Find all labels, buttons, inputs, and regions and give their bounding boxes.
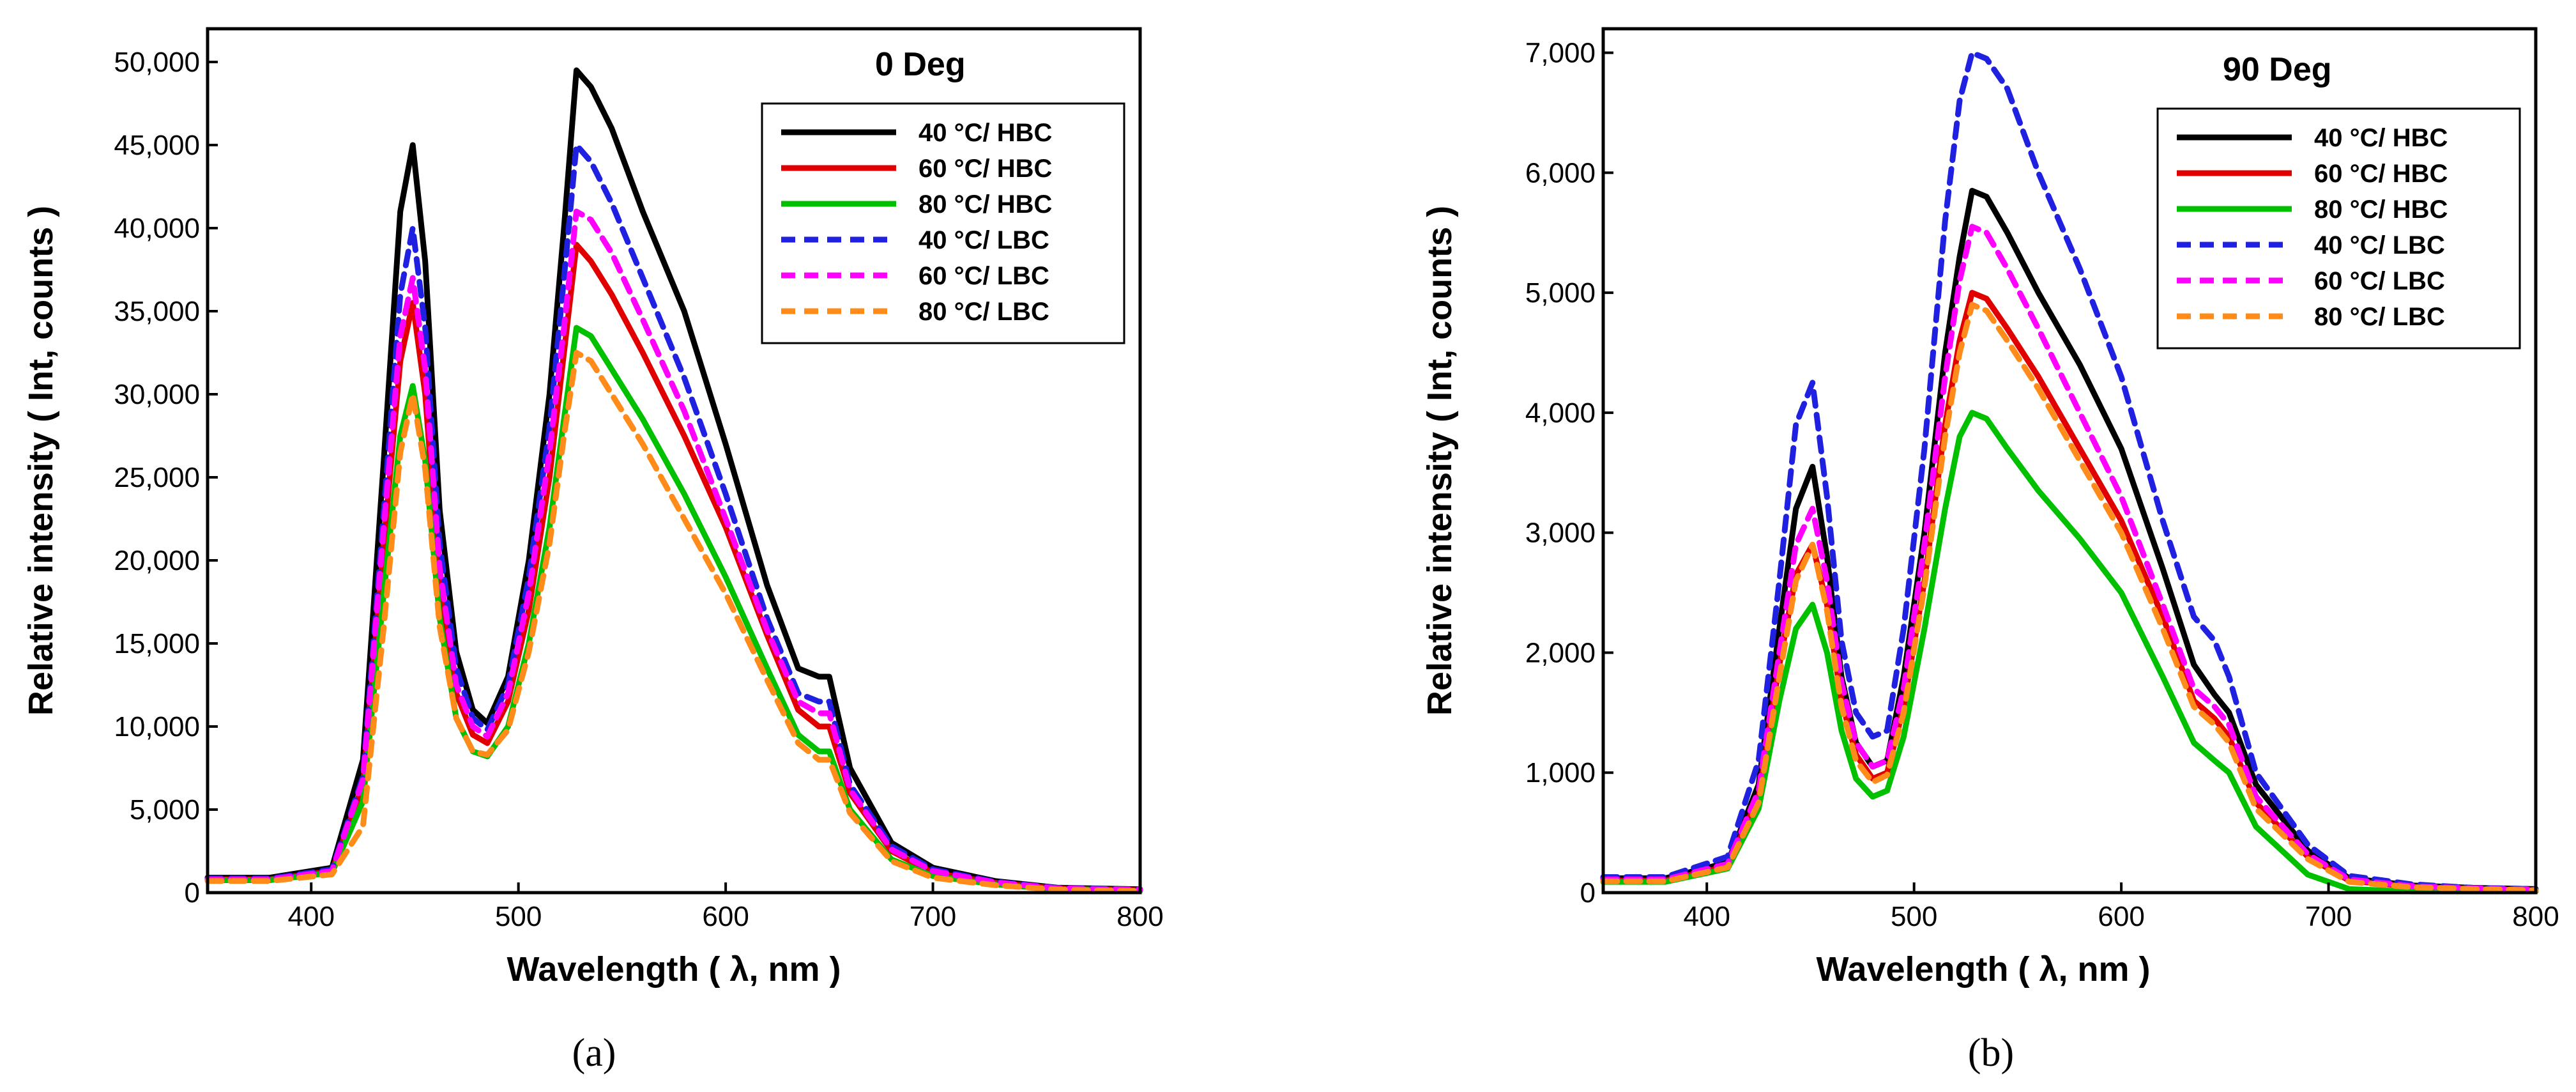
series-line-5 — [1600, 302, 2539, 893]
y-tick-label: 25,000 — [114, 462, 200, 493]
x-tick-label: 800 — [2512, 901, 2559, 932]
plot-frame — [1601, 27, 2538, 895]
y-ticks: 0 5,000 10,000 15,000 20,000 25,000 30,000 35,0… — [114, 47, 218, 909]
y-tick-label: 3,000 — [1525, 518, 1596, 549]
legend-label-1: 60 °C/ HBC — [2314, 160, 2448, 188]
y-tick-label: 50,000 — [114, 47, 200, 78]
panel-label: (a) — [572, 1031, 616, 1075]
x-axis-label: Wavelength ( λ, nm ) — [507, 950, 841, 988]
x-tick-label: 600 — [2098, 901, 2144, 932]
x-tick-label: 800 — [1117, 901, 1163, 932]
y-tick-label: 6,000 — [1525, 157, 1596, 188]
y-tick-label: 45,000 — [114, 130, 200, 161]
y-axis-label: Relative intensity ( Int, counts ) — [22, 206, 60, 716]
plot-series-layer — [1600, 50, 2539, 895]
y-tick-label: 0 — [1580, 877, 1596, 909]
legend-label-4: 60 °C/ LBC — [918, 262, 1049, 290]
y-tick-label: 5,000 — [130, 794, 200, 826]
legend: 40 °C/ HBC 60 °C/ HBC 80 °C/ HBC 40 °C/ LBC… — [2156, 107, 2521, 350]
y-tick-label: 35,000 — [114, 296, 200, 327]
legend-label-2: 80 °C/ HBC — [2314, 196, 2448, 224]
series-line-3 — [1600, 50, 2539, 892]
x-tick-label: 500 — [1891, 901, 1937, 932]
y-tick-label: 1,000 — [1525, 757, 1596, 788]
legend-label-1: 60 °C/ HBC — [918, 155, 1052, 183]
series-line-2 — [1600, 410, 2539, 895]
y-tick-label: 2,000 — [1525, 637, 1596, 668]
y-tick-label: 5,000 — [1525, 277, 1596, 309]
y-tick-label: 10,000 — [114, 711, 200, 742]
x-tick-label: 400 — [288, 901, 335, 932]
legend-label-3: 40 °C/ LBC — [2314, 231, 2445, 259]
x-axis-label: Wavelength ( λ, nm ) — [1816, 950, 2150, 988]
legend-label-0: 40 °C/ HBC — [2314, 124, 2448, 152]
x-tick-label: 700 — [2305, 901, 2352, 932]
y-tick-label: 15,000 — [114, 628, 200, 659]
legend-box — [761, 102, 1125, 344]
y-tick-label: 30,000 — [114, 379, 200, 410]
y-ticks: 0 1,000 2,000 3,000 4,000 5,000 6,000 7,000 — [1525, 38, 1613, 909]
legend-label-5: 80 °C/ LBC — [2314, 303, 2445, 331]
chart-title: 90 Deg — [2223, 51, 2332, 88]
legend-box — [2156, 107, 2521, 350]
series-line-4 — [204, 208, 1143, 893]
legend-label-2: 80 °C/ HBC — [918, 190, 1052, 219]
plot-frame — [206, 27, 1142, 895]
x-ticks: 400 500 600 700 800 — [288, 882, 1164, 932]
x-ticks: 400 500 600 700 800 — [1684, 882, 2559, 932]
y-tick-label: 0 — [185, 877, 200, 909]
legend-label-5: 80 °C/ LBC — [918, 298, 1049, 326]
legend-label-4: 60 °C/ LBC — [2314, 267, 2445, 295]
legend-label-0: 40 °C/ HBC — [918, 119, 1052, 147]
chart-0-deg: 400 500 600 700 800 0 5,000 10,000 15,000 20,000… — [22, 27, 1164, 1075]
series-line-4 — [1600, 224, 2539, 893]
x-tick-label: 600 — [702, 901, 749, 932]
x-tick-label: 700 — [910, 901, 956, 932]
legend: 40 °C/ HBC 60 °C/ HBC 80 °C/ HBC 40 °C/ LBC… — [761, 102, 1125, 344]
y-tick-label: 4,000 — [1525, 397, 1596, 429]
series-line-5 — [204, 350, 1143, 895]
plot-series-layer — [204, 67, 1143, 895]
y-axis-label: Relative intensity ( Int, counts ) — [1421, 206, 1459, 716]
series-line-0 — [1600, 188, 2539, 892]
x-tick-label: 400 — [1684, 901, 1730, 932]
chart-title: 0 Deg — [875, 46, 966, 83]
y-tick-label: 7,000 — [1525, 38, 1596, 69]
y-tick-label: 20,000 — [114, 545, 200, 576]
panel-label: (b) — [1968, 1031, 2014, 1075]
y-tick-label: 40,000 — [114, 213, 200, 244]
x-tick-label: 500 — [495, 901, 542, 932]
legend-label-3: 40 °C/ LBC — [918, 226, 1049, 254]
series-line-0 — [204, 67, 1143, 893]
chart-90-deg: 400 500 600 700 800 0 1,000 2,000 3,000 4,000 5,0… — [1421, 27, 2559, 1075]
